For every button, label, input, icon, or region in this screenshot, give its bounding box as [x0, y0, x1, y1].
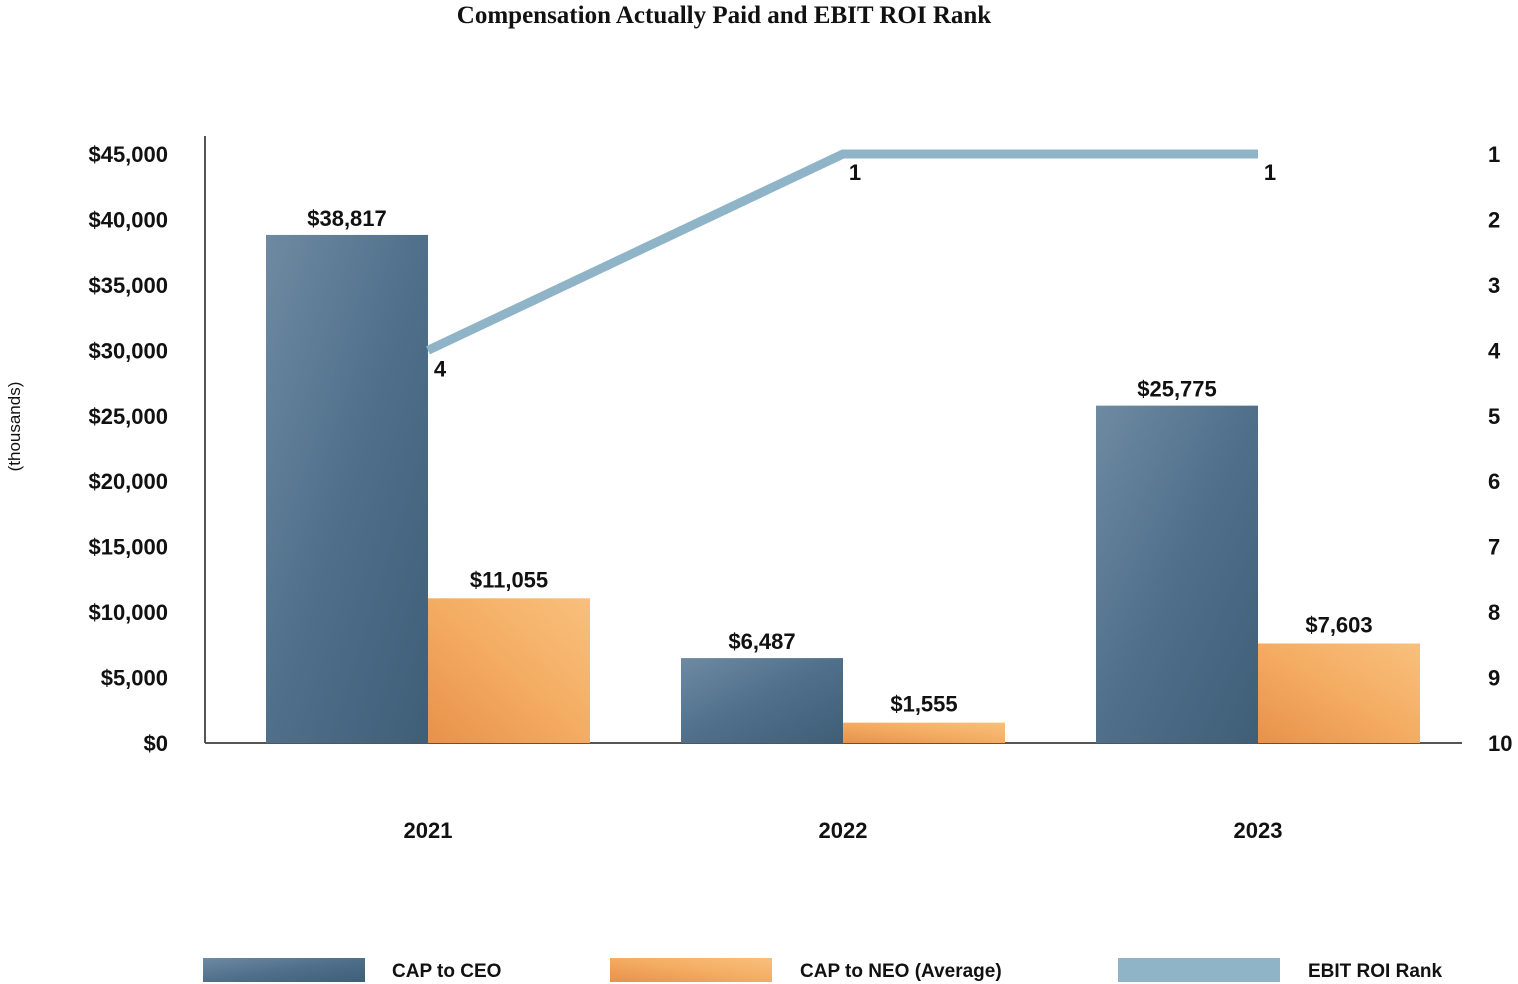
data-label-neo: $7,603 — [1305, 612, 1372, 637]
y-axis-title: (thousands) — [5, 382, 24, 472]
bar-cap-neo — [843, 722, 1005, 743]
data-label-ceo: $6,487 — [728, 629, 795, 654]
data-label-rank: 1 — [1264, 160, 1276, 185]
legend-swatch-neo — [610, 958, 772, 982]
chart-title: Compensation Actually Paid and EBIT ROI … — [456, 2, 992, 29]
data-label-neo: $1,555 — [890, 692, 957, 717]
data-label-rank: 1 — [849, 160, 861, 185]
ebit-roi-rank-line — [426, 149, 1258, 355]
y2-tick-label: 3 — [1488, 273, 1500, 298]
rank-line — [426, 149, 1258, 355]
y-tick-label: $5,000 — [101, 666, 168, 691]
x-tick-label: 2022 — [819, 818, 868, 843]
legend: CAP to CEO CAP to NEO (Average) EBIT ROI R… — [203, 958, 1443, 982]
y2-tick-label: 7 — [1488, 535, 1500, 560]
bar-cap-ceo — [266, 234, 428, 744]
y2-tick-label: 4 — [1488, 338, 1501, 363]
y2-tick-label: 8 — [1488, 600, 1500, 625]
y-tick-label: $20,000 — [88, 469, 168, 494]
data-label-ceo: $38,817 — [307, 206, 387, 231]
bar-cap-neo — [428, 598, 590, 743]
legend-label-neo: CAP to NEO (Average) — [800, 961, 1002, 982]
y2-tick-label: 1 — [1488, 142, 1500, 167]
legend-label-rank: EBIT ROI Rank — [1308, 961, 1443, 982]
data-label-rank: 4 — [434, 356, 447, 381]
y2-tick-label: 6 — [1488, 469, 1500, 494]
y-tick-label: $40,000 — [88, 207, 168, 232]
bar-cap-neo — [1258, 643, 1420, 743]
y2-tick-label: 5 — [1488, 404, 1500, 429]
legend-swatch-ceo — [203, 958, 365, 982]
data-labels: $38,817 $11,055 $6,487 $1,555 $25,775 $7,603 4… — [307, 160, 1372, 717]
y2-tick-label: 2 — [1488, 207, 1500, 232]
y-tick-label: $35,000 — [88, 273, 168, 298]
y-tick-label: $45,000 — [88, 142, 168, 167]
bars — [266, 234, 1420, 744]
data-label-ceo: $25,775 — [1137, 377, 1217, 402]
bar-cap-ceo — [1096, 405, 1258, 743]
y-tick-label: $15,000 — [88, 535, 168, 560]
x-tick-label: 2023 — [1234, 818, 1283, 843]
y2-tick-label: 9 — [1488, 666, 1500, 691]
y-tick-label: $0 — [144, 731, 168, 756]
x-tick-label: 2021 — [404, 818, 453, 843]
legend-label-ceo: CAP to CEO — [392, 961, 501, 982]
y-tick-label: $25,000 — [88, 404, 168, 429]
y-tick-label: $10,000 — [88, 600, 168, 625]
y2-tick-label: 10 — [1488, 731, 1512, 756]
y-tick-label: $30,000 — [88, 338, 168, 363]
data-label-neo: $11,055 — [470, 567, 548, 592]
bar-cap-ceo — [681, 658, 843, 743]
legend-swatch-rank — [1118, 958, 1280, 982]
